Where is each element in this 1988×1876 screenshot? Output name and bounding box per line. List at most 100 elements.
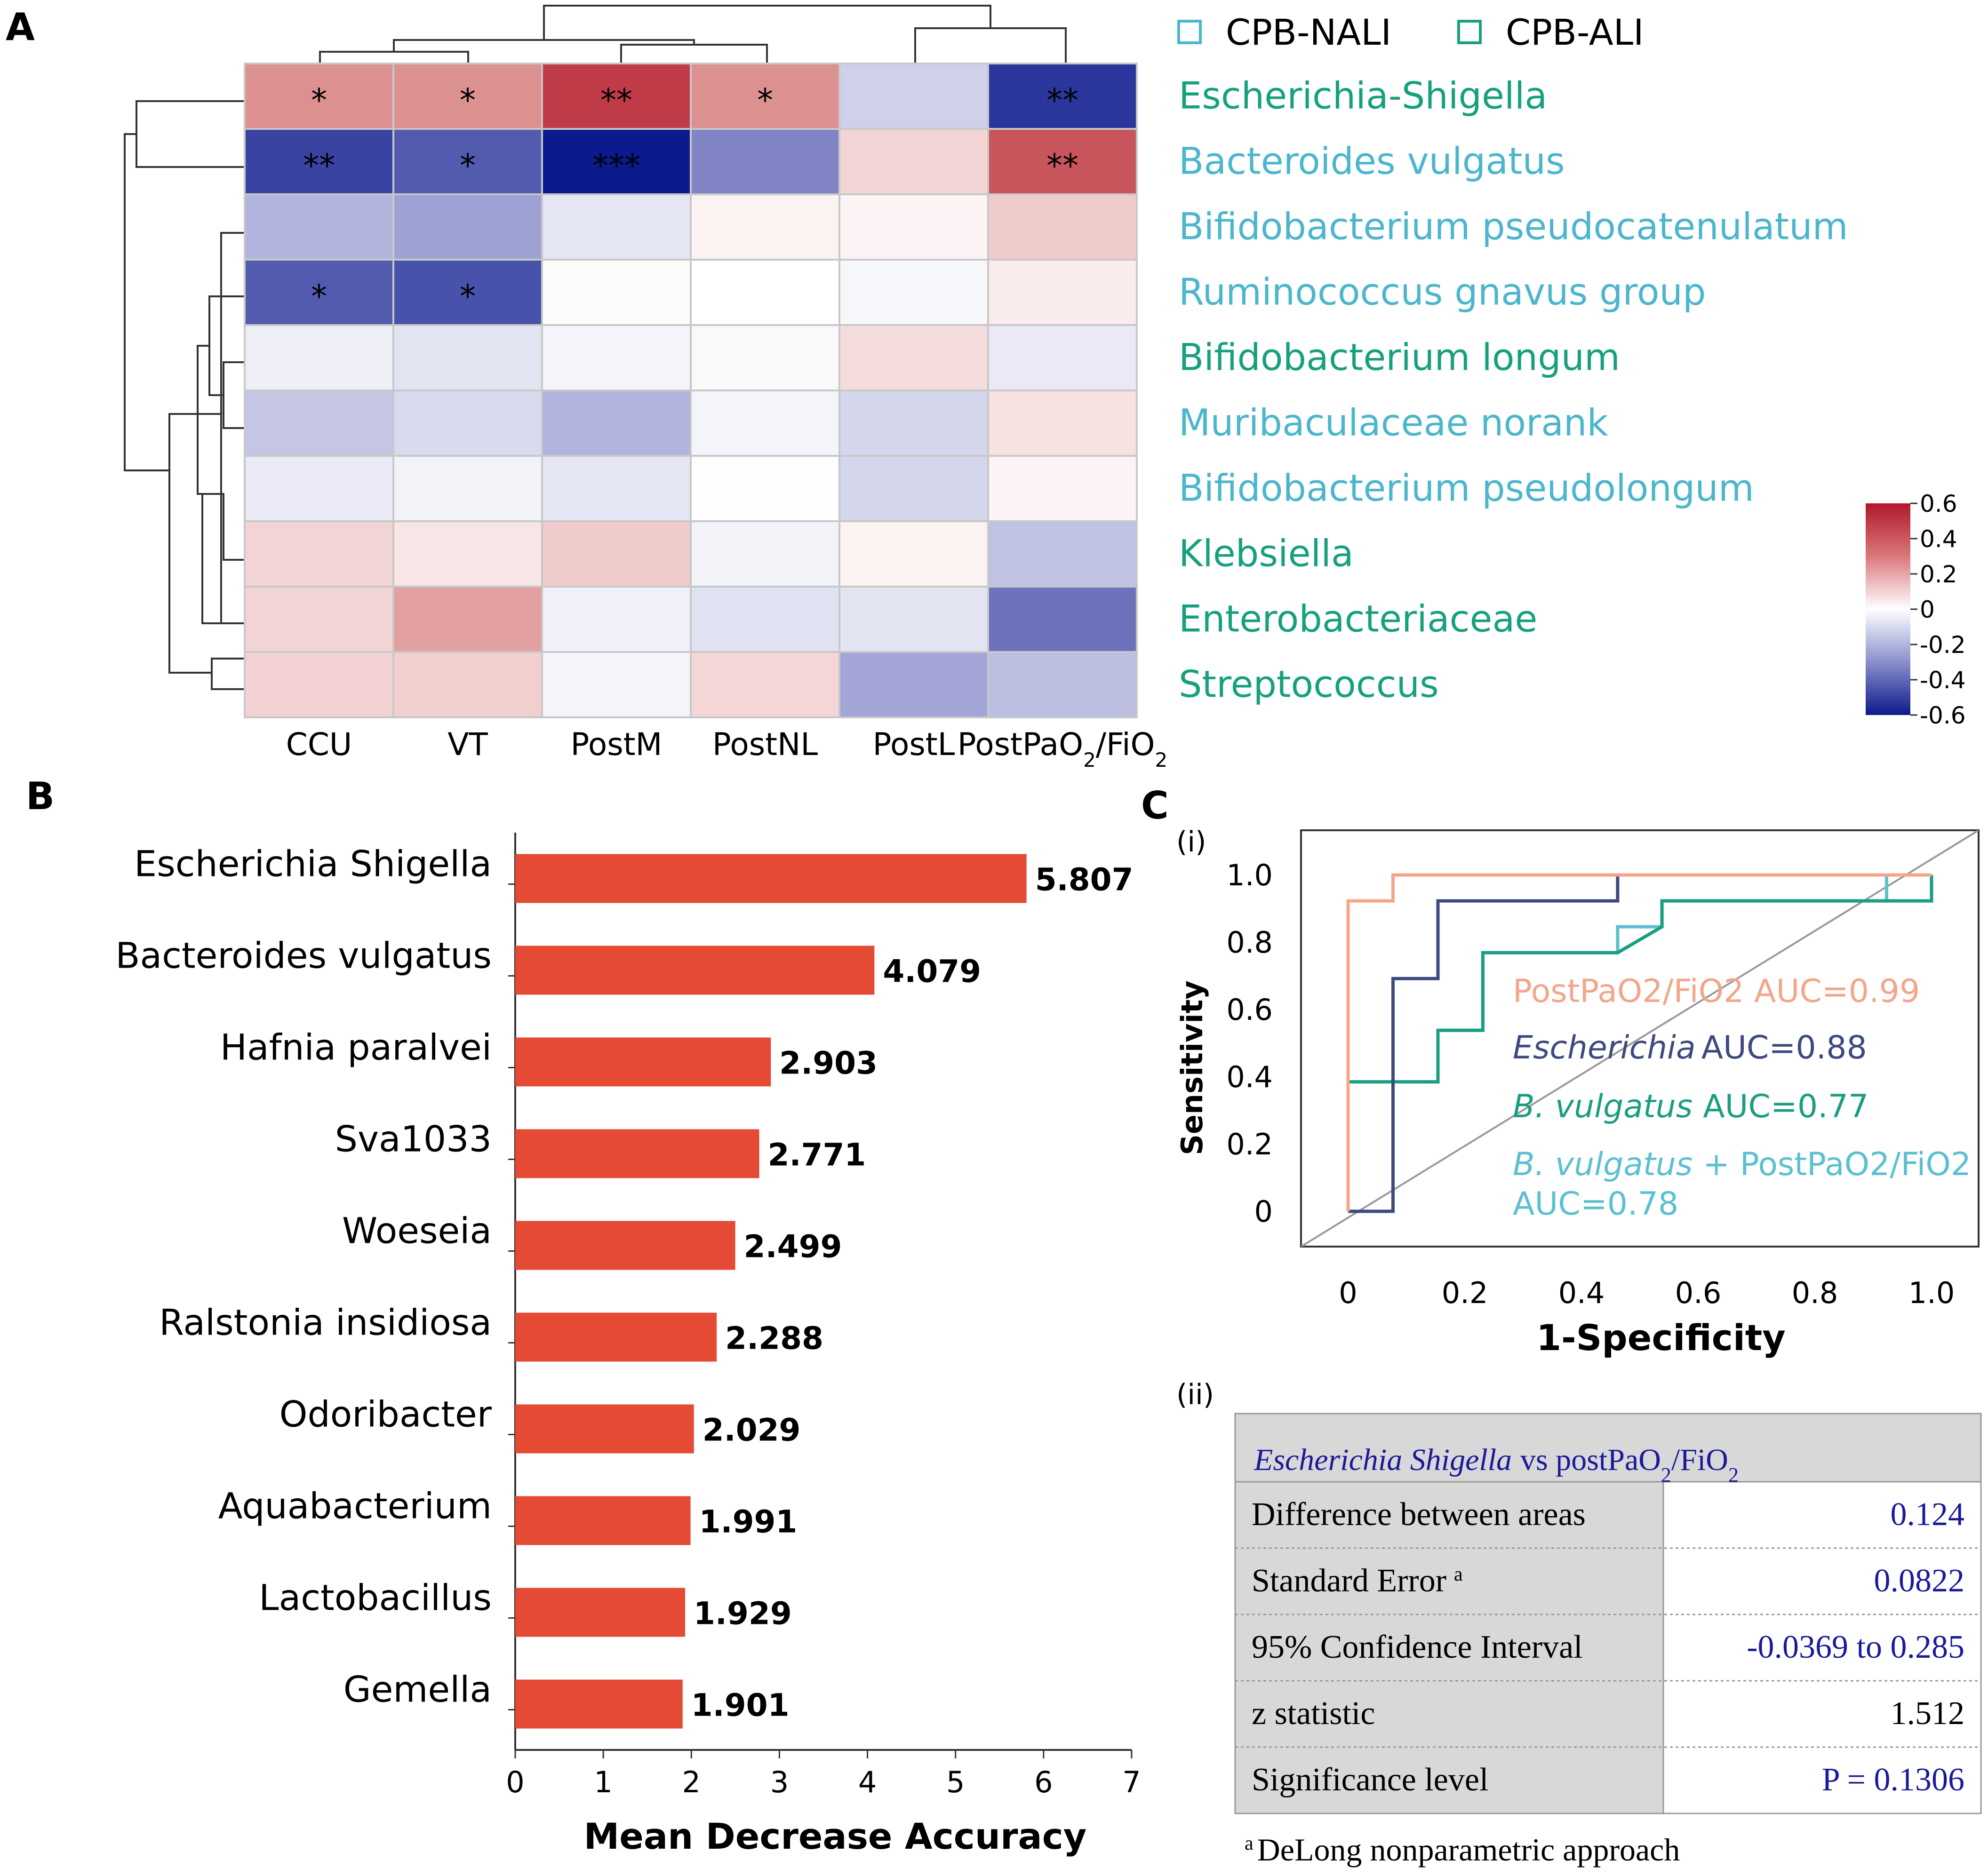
stats-row-value: -0.0369 to 0.285 — [1747, 1629, 1964, 1665]
heatmap-column-label: PostNL — [712, 726, 818, 763]
roc-x-tick-label: 0.2 — [1442, 1276, 1488, 1310]
stats-row-label: Standard Error a — [1252, 1563, 1463, 1599]
b-x-axis-label: Mean Decrease Accuracy — [584, 1815, 1087, 1857]
heatmap-column-label: PostM — [570, 726, 662, 763]
heatmap-cell — [838, 520, 989, 588]
heatmap-column-label: CCU — [286, 726, 352, 763]
heatmap-cell — [541, 390, 692, 457]
bar — [515, 1679, 683, 1729]
heatmap-cell — [690, 259, 840, 326]
b-x-tick-label: 6 — [1034, 1765, 1053, 1799]
stats-row-label-sup: a — [1454, 1564, 1463, 1585]
bar-value-label: 2.903 — [779, 1045, 878, 1081]
colorbar-tick-label: -0.6 — [1920, 702, 1966, 729]
stats-table-title: Escherichia Shigella vs postPaO2/FiO2 — [1253, 1443, 1739, 1486]
roc-y-tick-label: 0.6 — [1226, 993, 1273, 1027]
heatmap-cell — [838, 455, 989, 522]
heatmap-column-label: PostL — [873, 726, 955, 763]
b-x-tick-label: 7 — [1122, 1765, 1141, 1799]
panel-label-c-i: (i) — [1176, 826, 1206, 859]
stats-row-value: 1.512 — [1891, 1695, 1965, 1732]
heatmap-column-label: VT — [447, 726, 488, 763]
heatmap-significance: * — [460, 82, 476, 119]
heatmap-cell — [244, 520, 394, 588]
heatmap-cell — [244, 651, 394, 718]
heatmap-cell — [244, 455, 394, 522]
b-x-tick-label: 1 — [594, 1765, 612, 1799]
roc-x-axis-label: 1-Specificity — [1536, 1317, 1786, 1359]
legend-label-ali: CPB-ALI — [1506, 11, 1644, 53]
bar-category-label: Aquabacterium — [218, 1485, 492, 1527]
roc-y-tick-label: 0.2 — [1226, 1127, 1273, 1161]
roc-legend-combined-auc: AUC=0.78 — [1513, 1185, 1678, 1223]
panel-label-a: A — [6, 5, 35, 49]
heatmap-cell — [838, 63, 989, 130]
b-x-tick-label: 3 — [770, 1765, 789, 1799]
heatmap-cell — [987, 586, 1138, 653]
bar-category-label: Sva1033 — [335, 1118, 492, 1160]
heatmap-cell — [987, 651, 1138, 718]
bar-category-label: Bacteroides vulgatus — [115, 935, 492, 977]
heatmap-significance: ** — [1046, 82, 1078, 119]
heatmap-significance: ** — [303, 148, 335, 185]
bar-value-label: 2.499 — [744, 1229, 842, 1265]
b-x-tick-label: 0 — [506, 1765, 524, 1799]
heatmap-cell — [690, 586, 840, 653]
roc-legend-bvulgatus: B. vulgatus AUC=0.77 — [1513, 1088, 1868, 1125]
b-x-tick-label: 2 — [682, 1765, 701, 1799]
heatmap-cell — [392, 63, 543, 130]
heatmap-cell — [987, 520, 1138, 588]
roc-y-tick-label: 1.0 — [1226, 858, 1273, 892]
bar-value-label: 5.807 — [1035, 862, 1134, 898]
stats-table: Escherichia Shigella vs postPaO2/FiO2 Dif… — [1234, 1413, 1982, 1868]
bar-value-label: 2.029 — [703, 1412, 801, 1448]
heatmap-significance: * — [311, 278, 327, 316]
heatmap-cell — [541, 586, 692, 653]
roc-y-ticks: 1.0 0.8 0.6 0.4 0.2 0 — [1226, 858, 1273, 1229]
heatmap-cell — [690, 128, 840, 195]
b-bars: 5.807 Escherichia Shigella 4.079 Bacteroide… — [115, 843, 1134, 1729]
heatmap-cell — [690, 390, 840, 457]
heatmap-significance: ** — [1046, 148, 1078, 185]
colorbar-tick-label: 0.2 — [1920, 561, 1957, 588]
stats-row-label: Difference between areas — [1252, 1496, 1586, 1533]
heatmap-cell — [392, 520, 543, 588]
bar-value-label: 1.929 — [694, 1596, 792, 1632]
roc-curve — [1346, 875, 1933, 1211]
stats-row-value: 0.0822 — [1874, 1563, 1965, 1599]
heatmap-significance: ** — [600, 82, 632, 119]
heatmap-cell — [244, 128, 394, 195]
bar-category-label: Ralstonia insidiosa — [159, 1302, 492, 1343]
heatmap-cell — [392, 455, 543, 522]
heatmap-cell — [541, 128, 692, 195]
bar-value-label: 2.288 — [725, 1320, 823, 1357]
heatmap-cell — [838, 128, 989, 195]
bar-category-label: Escherichia Shigella — [134, 843, 492, 885]
heatmap-cell — [392, 586, 543, 653]
stats-row-value: 0.124 — [1891, 1496, 1965, 1533]
heatmap-significance: * — [460, 148, 476, 185]
bar-category-label: Hafnia paralvei — [220, 1026, 492, 1068]
bar — [515, 1404, 694, 1454]
bar-value-label: 1.991 — [699, 1504, 798, 1540]
stats-table-header-bg — [1234, 1413, 1982, 1483]
heatmap-cell — [690, 455, 840, 522]
heatmap-row-label: Bifidobacterium pseudocatenulatum — [1179, 206, 1848, 248]
heatmap-row-label: Enterobacteriaceae — [1179, 598, 1537, 641]
colorbar-tick-label: 0.4 — [1920, 525, 1957, 553]
panel-label-b: B — [26, 774, 55, 818]
heatmap-cell — [541, 324, 692, 391]
roc-x-tick-label: 0 — [1339, 1276, 1357, 1310]
bar — [515, 1588, 685, 1637]
group-legend: CPB-NALI CPB-ALI — [1177, 11, 1644, 53]
heatmap-cell — [838, 586, 989, 653]
heatmap-cell — [690, 520, 840, 588]
panel-a: A * * ** * **** * *** *** * Escherichia-Shigella… — [6, 5, 1966, 771]
heatmap-cell — [838, 651, 989, 718]
heatmap-cell — [690, 324, 840, 391]
bar-value-label: 1.901 — [691, 1687, 790, 1724]
bar-value-label: 4.079 — [883, 954, 981, 990]
bar-category-label: Odoribacter — [279, 1393, 492, 1435]
roc-curves — [1346, 873, 1933, 1213]
bar-category-label: Gemella — [343, 1669, 492, 1710]
